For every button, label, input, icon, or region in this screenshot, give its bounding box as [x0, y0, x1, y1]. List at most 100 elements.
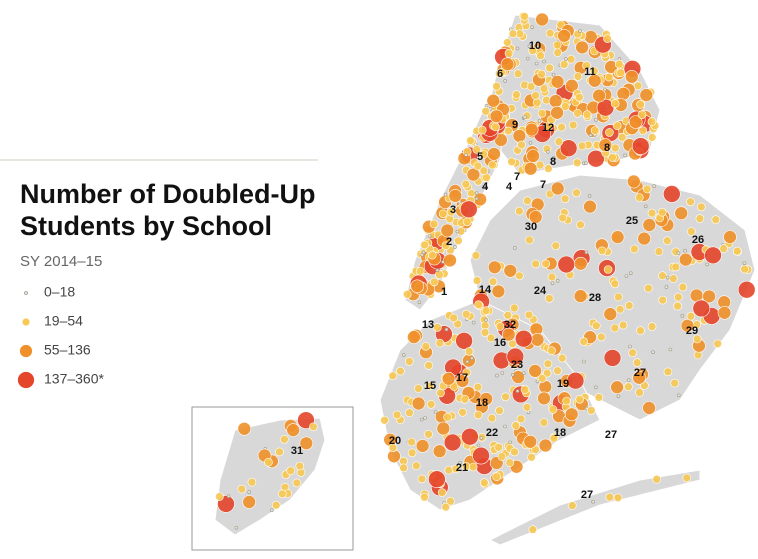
- title-line: Number of Doubled-Up: [20, 179, 315, 209]
- school-dot: [610, 230, 625, 244]
- school-dot: [472, 145, 482, 154]
- district-label: 32: [504, 319, 516, 331]
- school-dot: [636, 100, 645, 109]
- school-dot: [692, 299, 711, 318]
- school-dot: [616, 68, 625, 77]
- school-dot: [528, 525, 538, 534]
- school-dot: [635, 388, 644, 397]
- district-label: 7: [514, 171, 520, 183]
- school-dot: [509, 303, 519, 313]
- school-dot: [662, 236, 672, 245]
- school-dot: [515, 206, 524, 216]
- school-dot: [443, 253, 457, 268]
- school-dot: [713, 339, 723, 349]
- school-dot: [481, 306, 491, 315]
- school-dot: [554, 137, 564, 146]
- legend-label: 0–18: [44, 284, 75, 300]
- school-dot: [582, 61, 591, 70]
- school-dot: [425, 381, 435, 391]
- school-dot: [523, 115, 527, 119]
- district-label: 14: [479, 284, 492, 296]
- school-dot: [441, 241, 451, 250]
- district-label: 8: [604, 142, 610, 154]
- school-dot: [644, 283, 653, 293]
- school-dot: [427, 250, 437, 260]
- school-dot: [526, 82, 536, 91]
- school-dot: [555, 428, 560, 433]
- school-dot: [553, 366, 562, 376]
- school-dot: [575, 394, 585, 404]
- legend-swatch: [17, 371, 35, 389]
- school-dot: [474, 191, 479, 195]
- school-dot: [553, 48, 563, 57]
- school-dot: [543, 359, 553, 369]
- school-dot: [443, 412, 452, 422]
- district-label: 4: [506, 181, 513, 193]
- school-dot: [444, 465, 454, 475]
- school-dot: [584, 250, 589, 255]
- school-dot: [453, 319, 463, 329]
- school-dot: [466, 136, 475, 145]
- school-dot: [651, 350, 655, 355]
- school-dot: [603, 87, 607, 92]
- school-dot: [573, 109, 582, 118]
- school-dot: [532, 98, 542, 107]
- school-dot: [435, 268, 440, 273]
- school-dot: [639, 88, 654, 102]
- school-dot: [280, 434, 289, 444]
- school-dot: [399, 463, 408, 473]
- school-dot: [479, 478, 489, 487]
- school-dot: [534, 61, 539, 66]
- legend-swatch: [24, 291, 28, 295]
- school-dot: [711, 215, 721, 224]
- district-label: 9: [512, 119, 518, 131]
- school-dot: [628, 348, 637, 358]
- school-dot: [237, 421, 252, 436]
- school-dot: [511, 421, 521, 430]
- school-dot: [547, 346, 556, 355]
- school-dot: [466, 167, 481, 182]
- school-dot: [453, 245, 457, 249]
- school-dot: [275, 447, 284, 457]
- school-dot: [435, 338, 445, 348]
- school-dot: [492, 472, 502, 482]
- school-dot: [476, 443, 481, 448]
- school-dot: [436, 421, 451, 436]
- school-dot: [513, 69, 523, 78]
- school-dot: [495, 406, 504, 415]
- school-dot: [550, 106, 564, 120]
- school-dot: [462, 353, 476, 368]
- school-dot: [564, 78, 579, 93]
- school-dot: [410, 279, 425, 294]
- school-dot: [695, 214, 705, 223]
- school-dot: [427, 234, 432, 238]
- school-dot: [505, 458, 515, 467]
- school-dot: [535, 12, 549, 27]
- school-dot: [461, 309, 471, 319]
- school-dot: [277, 489, 287, 499]
- school-dot: [594, 118, 598, 122]
- school-dot: [634, 193, 644, 202]
- school-dot: [591, 499, 595, 504]
- district-label: 18: [554, 427, 566, 439]
- school-dot: [524, 122, 539, 137]
- school-dot: [510, 372, 515, 377]
- district-label: 15: [424, 380, 436, 392]
- school-dot: [717, 305, 732, 320]
- district-label: 20: [389, 435, 401, 447]
- school-dot: [286, 466, 296, 476]
- school-dot: [576, 220, 585, 230]
- legend-label: 137–360*: [44, 371, 105, 387]
- school-dot: [441, 502, 451, 512]
- district-label: 12: [542, 122, 554, 134]
- school-dot: [567, 501, 577, 510]
- rockaway: [488, 469, 701, 546]
- school-dots: [215, 11, 756, 534]
- school-dot: [545, 63, 554, 73]
- school-dot: [658, 271, 667, 281]
- school-dot: [458, 460, 462, 465]
- school-dot: [451, 464, 461, 474]
- school-dot: [551, 73, 556, 77]
- school-dot: [472, 276, 482, 285]
- district-label: 22: [486, 427, 498, 439]
